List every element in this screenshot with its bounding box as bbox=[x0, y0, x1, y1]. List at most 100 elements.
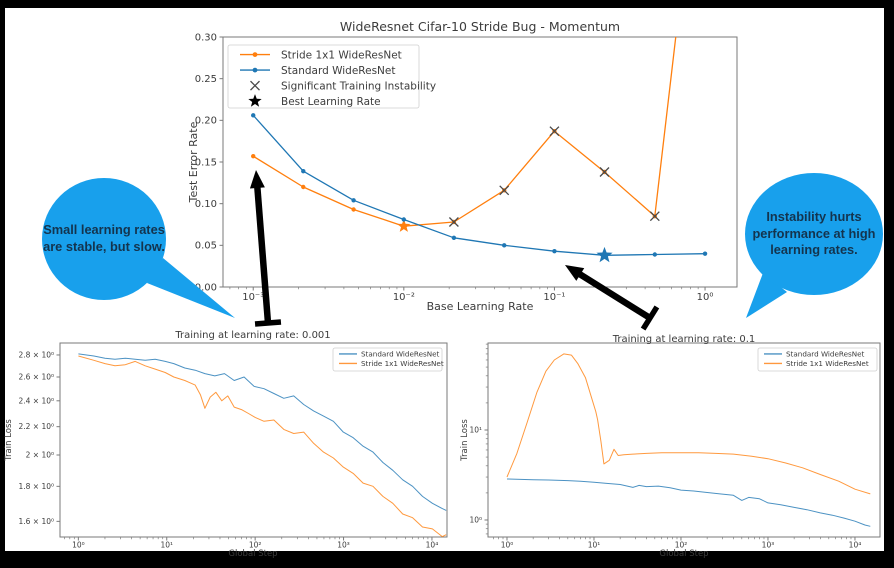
x-tick-label: 10¹ bbox=[160, 541, 173, 550]
y-tick-label: 2.4 × 10⁰ bbox=[18, 396, 54, 405]
legend-dot-icon bbox=[252, 52, 258, 58]
annotation-arrow-tailbar bbox=[254, 319, 282, 327]
legend-box bbox=[227, 44, 420, 109]
series-line-standard bbox=[78, 353, 447, 511]
series-line-standard bbox=[506, 478, 871, 527]
callout-line: performance at high bbox=[752, 225, 876, 241]
bottom-right-chart: 10⁰ 10¹ 10² 10³ 10⁴ 10¹ 10⁰ Standard WideResNet… bbox=[469, 342, 881, 550]
y-tick-label: 1.6 × 10⁰ bbox=[18, 517, 54, 526]
y-tick-label: 0.10 bbox=[195, 199, 217, 210]
callout-tail bbox=[147, 258, 235, 318]
y-tick-label: 0.05 bbox=[195, 241, 217, 252]
x-tick-label: 10³ bbox=[337, 541, 350, 550]
annotation-arrow-tailbar bbox=[640, 305, 660, 331]
legend-label: Stride 1x1 WideResNet bbox=[786, 359, 869, 368]
instability-x-icon bbox=[250, 80, 260, 91]
data-point-dot bbox=[301, 184, 306, 190]
top-chart: 10⁻³ 10⁻² 10⁻¹ 10⁰ 0.00 0.05 0.10 0.15 0.20 0.25 0… bbox=[195, 32, 738, 303]
legend-box bbox=[332, 347, 443, 372]
series-line-stride bbox=[78, 355, 447, 537]
x-tick-label: 10¹ bbox=[588, 541, 601, 550]
x-tick-label: 10⁻¹ bbox=[543, 292, 565, 303]
data-point-dot bbox=[702, 251, 708, 256]
series-layer bbox=[78, 353, 447, 537]
data-point-dot bbox=[251, 153, 256, 159]
y-tick-label: 10⁰ bbox=[469, 516, 482, 525]
callout-line: are stable, but slow. bbox=[43, 239, 165, 254]
x-tick-label: 10⁴ bbox=[849, 541, 862, 550]
data-point-dot bbox=[351, 198, 356, 203]
series-line-stride bbox=[506, 353, 871, 495]
bl-chart-title: Training at learning rate: 0.001 bbox=[174, 330, 330, 341]
annotation-arrowhead-icon bbox=[565, 265, 585, 281]
data-point-dot bbox=[251, 113, 256, 118]
x-tick-label: 10⁻³ bbox=[242, 292, 264, 303]
y-tick-label: 0.30 bbox=[195, 32, 217, 43]
plot-border bbox=[487, 342, 881, 538]
bl-chart-ylabel: Train Loss bbox=[4, 419, 14, 462]
callout-line: Instability hurts bbox=[766, 208, 862, 224]
x-tick-label: 10⁴ bbox=[426, 541, 439, 550]
legend-label: Standard WideResNet bbox=[361, 349, 440, 358]
y-tick-label: 0.15 bbox=[195, 157, 217, 168]
top-chart-ylabel: Test Error Rate bbox=[187, 121, 200, 203]
series-layer bbox=[506, 353, 871, 527]
x-tick-label: 10³ bbox=[762, 541, 775, 550]
data-point-dot bbox=[401, 217, 407, 222]
data-point-dot bbox=[351, 207, 356, 212]
instability-x-icon bbox=[499, 185, 510, 196]
instability-x-icon bbox=[599, 167, 610, 177]
x-tick-label: 10⁰ bbox=[501, 541, 514, 550]
x-tick-label: 10⁻² bbox=[393, 292, 415, 303]
data-point-dot bbox=[301, 168, 306, 174]
callout-line: learning rates. bbox=[770, 242, 858, 258]
y-tick-label: 10¹ bbox=[469, 426, 482, 435]
annotation-arrowhead-icon bbox=[249, 170, 265, 189]
legend-box bbox=[757, 347, 878, 372]
x-tick-label: 10² bbox=[675, 541, 688, 550]
legend-label: Significant Training Instability bbox=[281, 80, 436, 92]
y-tick-label: 2 × 10⁰ bbox=[26, 451, 54, 460]
annotation-arrow-shaft bbox=[253, 182, 272, 324]
x-tick-label: 10² bbox=[249, 541, 262, 550]
best-lr-star-icon bbox=[596, 246, 613, 263]
br-chart-xlabel: Global Step bbox=[659, 549, 708, 559]
instability-x-icon bbox=[448, 217, 459, 227]
br-chart-ylabel: Train Loss bbox=[460, 419, 470, 462]
series-line-standard bbox=[252, 114, 706, 256]
annotation-layer bbox=[147, 170, 787, 331]
data-point-dot bbox=[502, 243, 507, 248]
series-line-stride bbox=[252, 37, 677, 227]
y-tick-label: 2.6 × 10⁰ bbox=[18, 373, 54, 382]
callout-text-left: Small learning rates are stable, but slo… bbox=[43, 222, 165, 256]
annotation-arrow-shaft bbox=[573, 268, 652, 321]
y-tick-label: 2.8 × 10⁰ bbox=[18, 351, 54, 360]
series-layer bbox=[252, 37, 706, 256]
callout-bubble-left: Small learning rates are stable, but slo… bbox=[42, 178, 166, 300]
instability-x-icon bbox=[649, 211, 660, 222]
data-point-dot bbox=[552, 248, 557, 254]
plot-border bbox=[59, 342, 448, 538]
x-tick-label: 10⁰ bbox=[72, 541, 85, 550]
plot-border bbox=[222, 36, 738, 288]
callout-text-right: Instability hurts performance at high le… bbox=[752, 209, 875, 260]
legend-dot-icon bbox=[252, 67, 258, 73]
y-tick-label: 0.20 bbox=[195, 116, 217, 127]
bottom-left-chart: 10⁰ 10¹ 10² 10³ 10⁴ 2.8 × 10⁰ 2.6 × 10⁰ 2.4 × 1… bbox=[18, 342, 448, 550]
legend-label: Stride 1x1 WideResNet bbox=[281, 49, 402, 61]
instability-x-icon bbox=[549, 126, 560, 137]
data-point-dot bbox=[652, 252, 658, 257]
top-chart-xlabel: Base Learning Rate bbox=[427, 300, 534, 313]
legend-label: Stride 1x1 WideResNet bbox=[361, 359, 444, 368]
legend-label: Standard WideResNet bbox=[281, 65, 396, 77]
y-tick-label: 0.25 bbox=[195, 74, 217, 85]
callout-bubble-right: Instability hurts performance at high le… bbox=[745, 173, 883, 295]
top-chart-title: WideResnet Cifar-10 Stride Bug - Momentu… bbox=[340, 19, 620, 34]
y-tick-label: 1.8 × 10⁰ bbox=[18, 482, 54, 491]
x-tick-label: 10⁰ bbox=[697, 292, 714, 303]
data-point-dot bbox=[451, 235, 457, 241]
callout-line: Small learning rates bbox=[43, 222, 165, 238]
legend-label: Standard WideResNet bbox=[786, 349, 865, 358]
